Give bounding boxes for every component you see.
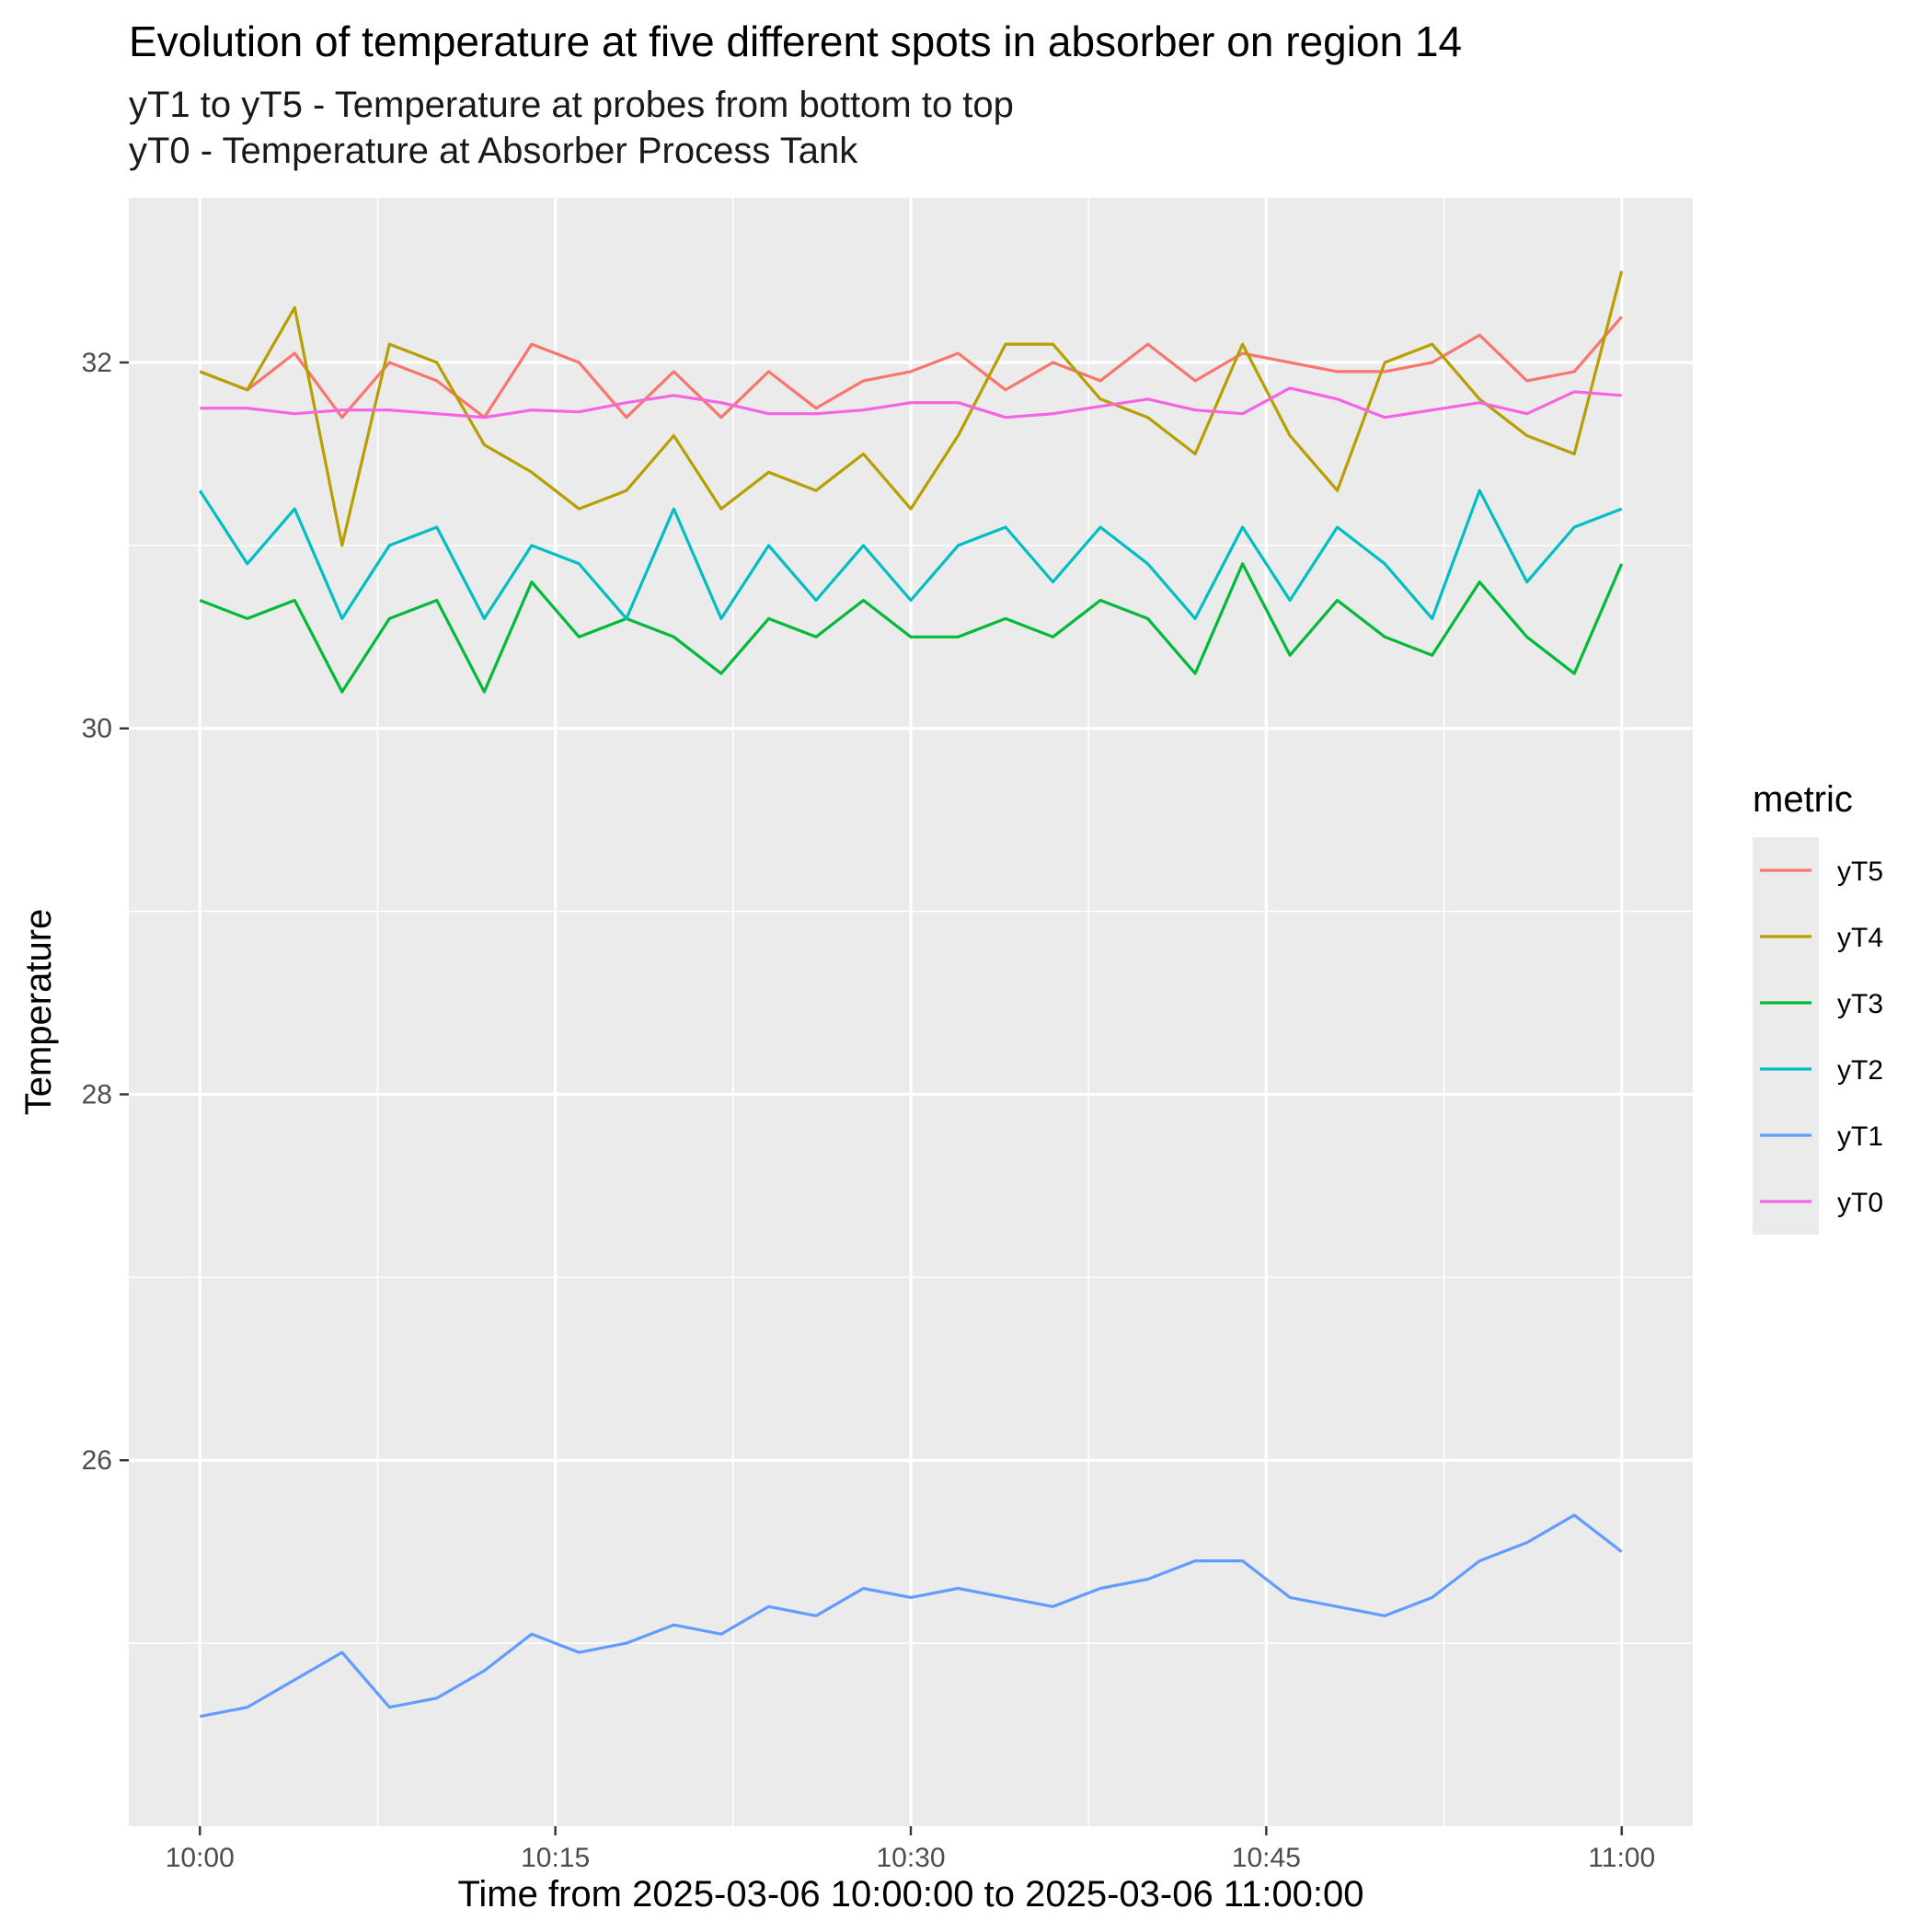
series-line-yT1 [199, 1513, 1623, 1719]
y-tick-label: 30 [82, 714, 112, 744]
y-axis-title: Temperature [18, 909, 59, 1116]
series-lines [198, 270, 1624, 1719]
x-tick-label: 10:15 [521, 1843, 590, 1873]
series-line-yT3 [199, 562, 1624, 694]
chart-subtitle-line-1: yT1 to yT5 - Temperature at probes from … [129, 85, 1014, 125]
x-tick-label: 11:00 [1588, 1843, 1655, 1873]
legend-label-yT5: yT5 [1837, 857, 1883, 887]
legend-label-yT2: yT2 [1837, 1055, 1883, 1086]
series-line-yT2 [198, 489, 1623, 621]
legend-label-yT4: yT4 [1837, 923, 1883, 953]
y-tick-label: 26 [82, 1445, 112, 1476]
legend-label-yT1: yT1 [1837, 1121, 1883, 1152]
chart-title: Evolution of temperature at five differe… [129, 17, 1463, 65]
legend-label-yT3: yT3 [1837, 989, 1883, 1019]
chart-subtitle-line-2: yT0 - Temperature at Absorber Process Ta… [129, 131, 858, 171]
series-line-yT4 [199, 270, 1624, 547]
legend: metric yT5 yT4 yT3 yT2 yT1 yT0 [1753, 779, 1883, 1235]
x-tick-label: 10:00 [166, 1843, 235, 1873]
y-tick-label: 28 [82, 1079, 112, 1110]
legend-label-yT0: yT0 [1837, 1188, 1883, 1218]
legend-title: metric [1753, 779, 1853, 820]
x-tick-label: 10:30 [876, 1843, 945, 1873]
x-tick-label: 10:45 [1232, 1843, 1301, 1873]
legend-keys-background [1753, 837, 1819, 1235]
series-line-yT0 [200, 386, 1622, 420]
y-tick-label: 32 [82, 348, 112, 378]
x-axis-title: Time from 2025-03-06 10:00:00 to 2025-03… [457, 1874, 1363, 1915]
axes: 10:00 10:15 10:30 10:45 11:00 26 28 30 32 [82, 348, 1656, 1873]
series-line-yT5 [199, 316, 1623, 420]
